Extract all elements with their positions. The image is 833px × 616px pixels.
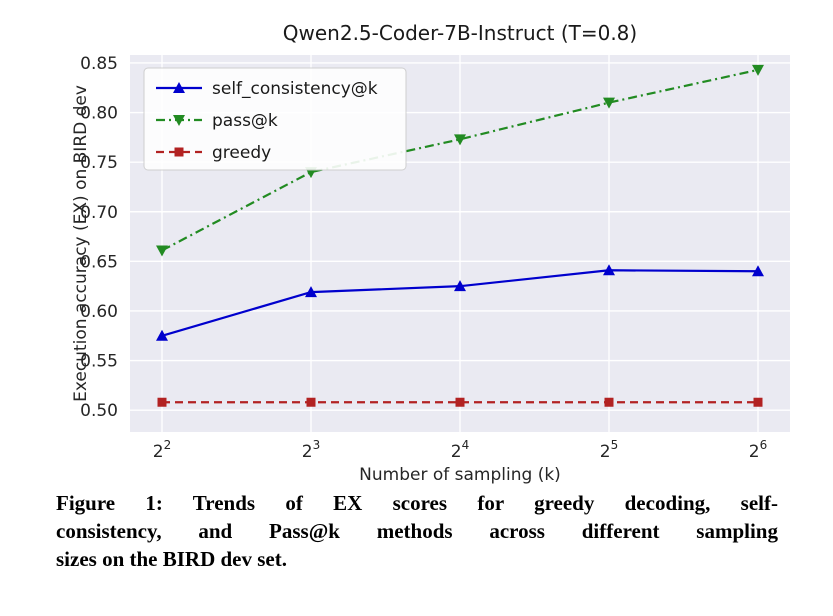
triangle-down-marker-icon — [156, 245, 168, 257]
chart-title: Qwen2.5-Coder-7B-Instruct (T=0.8) — [283, 21, 637, 45]
caption-line: sizes on the BIRD dev set. — [56, 546, 287, 571]
square-marker-icon — [604, 397, 614, 407]
x-tick-label: 24 — [451, 438, 469, 462]
triangle-down-marker-icon — [454, 134, 466, 146]
square-marker-icon — [306, 397, 316, 407]
triangle-up-marker-icon — [752, 265, 764, 277]
caption-line: Figure 1: Trends of EX scores for greedy… — [56, 491, 778, 515]
legend-label: greedy — [212, 143, 271, 163]
square-marker-icon — [753, 397, 763, 407]
x-tick-label: 22 — [153, 438, 171, 462]
x-axis-label: Number of sampling (k) — [359, 465, 561, 485]
triangle-down-marker-icon — [173, 115, 185, 126]
y-tick-label: 0.50 — [80, 401, 118, 421]
triangle-up-marker-icon — [454, 280, 466, 292]
y-tick-label: 0.55 — [80, 352, 118, 372]
y-tick-label: 0.75 — [80, 153, 118, 173]
figure-caption: Figure 1: Trends of EX scores for greedy… — [56, 490, 778, 574]
y-tick-label: 0.60 — [80, 302, 118, 322]
triangle-up-marker-icon — [603, 264, 615, 276]
x-tick-label: 26 — [749, 438, 767, 462]
y-tick-label: 0.80 — [80, 104, 118, 124]
y-tick-label: 0.65 — [80, 252, 118, 272]
square-marker-icon — [455, 397, 465, 407]
legend-box — [143, 67, 407, 171]
legend: self_consistency@k pass@k greedy — [143, 67, 407, 171]
y-tick-label: 0.70 — [80, 203, 118, 223]
figure-1-chart: 0.50 0.55 0.60 0.65 0.70 0.75 0.80 0.85 22 23 24 25… — [71, 21, 790, 485]
triangle-up-marker-icon — [305, 286, 317, 298]
legend-label: pass@k — [212, 111, 278, 131]
legend-label: self_consistency@k — [212, 79, 378, 99]
y-tick-label: 0.85 — [80, 54, 118, 74]
square-marker-icon — [174, 147, 184, 157]
square-marker-icon — [157, 397, 167, 407]
x-tick-label: 25 — [600, 438, 618, 462]
triangle-up-marker-icon — [156, 329, 168, 341]
y-axis-label: Execution accuracy (EX) on BIRD dev — [71, 85, 91, 402]
triangle-down-marker-icon — [752, 64, 764, 76]
x-tick-label: 23 — [302, 438, 320, 462]
triangle-up-marker-icon — [173, 82, 185, 93]
line-chart-svg: 0.50 0.55 0.60 0.65 0.70 0.75 0.80 0.85 22 23 24 25… — [71, 21, 790, 485]
triangle-down-marker-icon — [603, 97, 615, 109]
caption-line: consistency, and Pass@k methods across d… — [56, 518, 778, 543]
